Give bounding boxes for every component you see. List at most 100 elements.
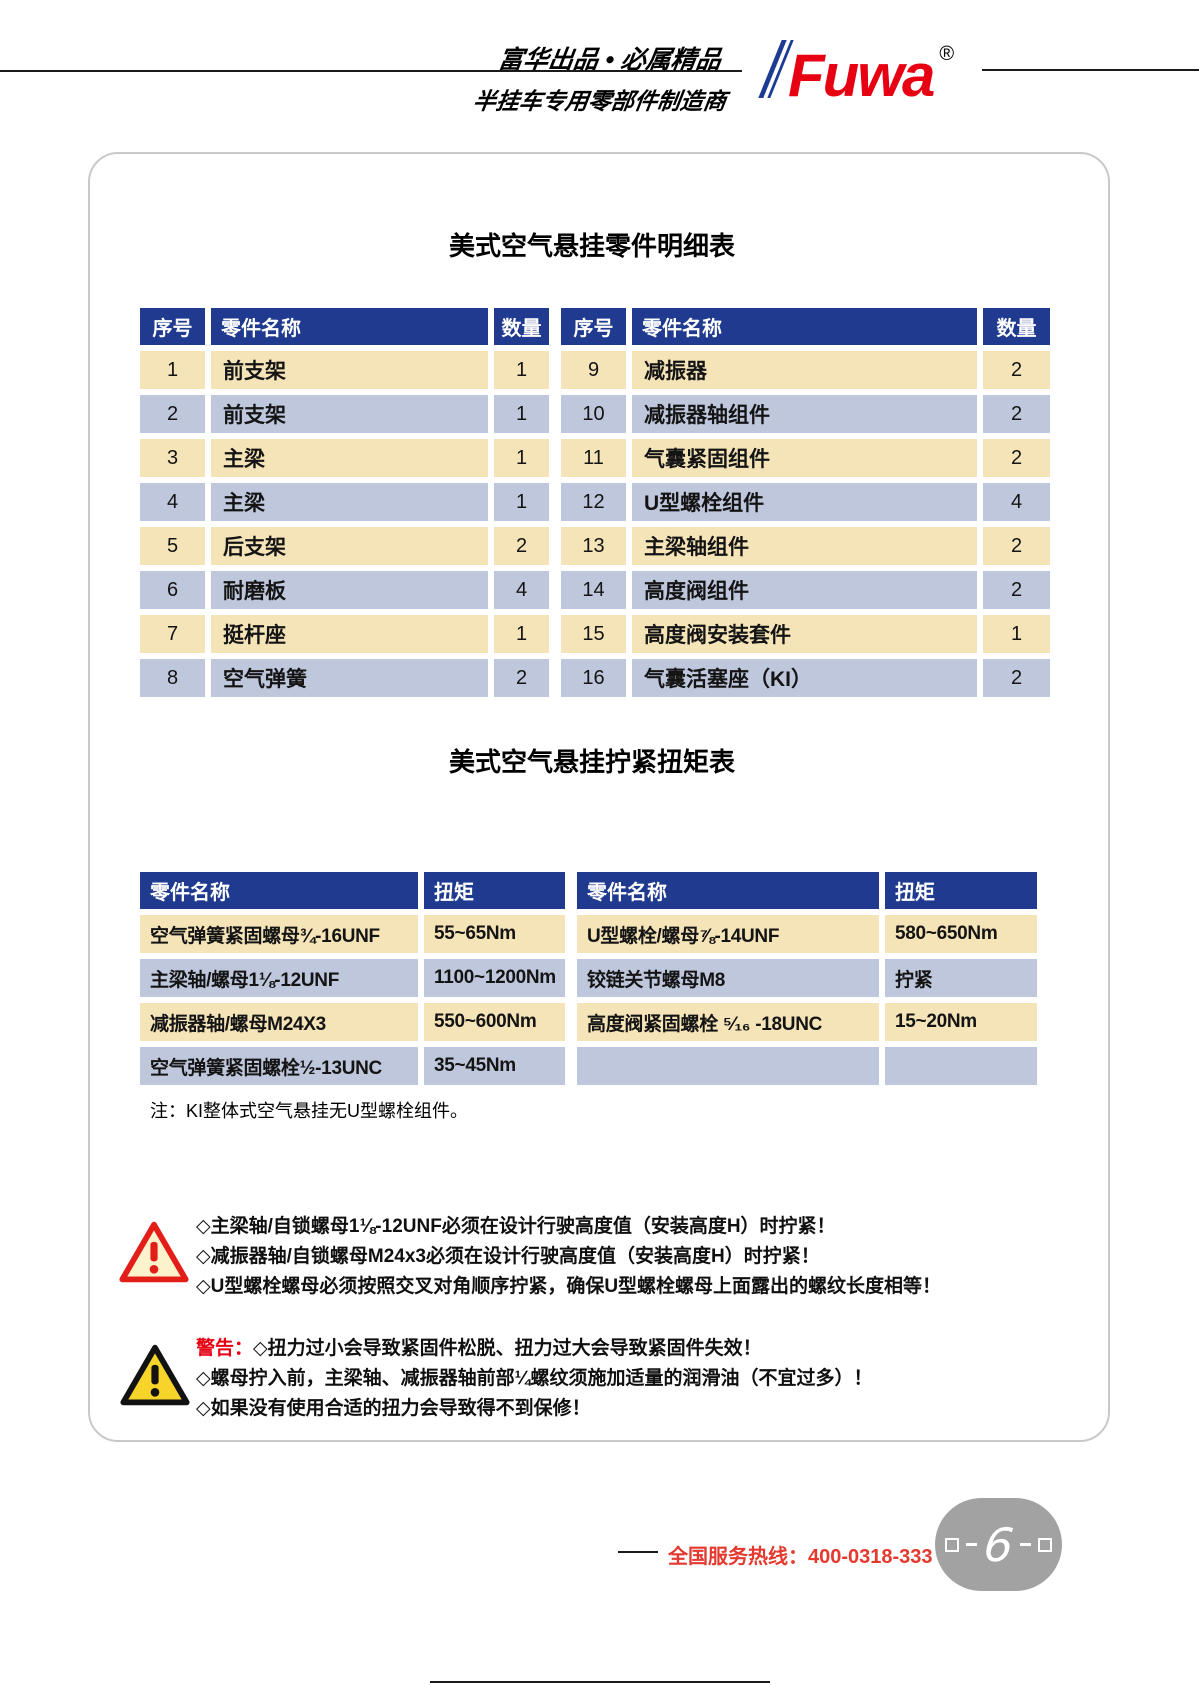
warning-label: 警告： <box>196 1338 254 1359</box>
registered-trademark-icon: ® <box>939 43 955 65</box>
logo-text: Fuwa <box>788 42 935 109</box>
column-header-part-name: 零件名称 <box>140 872 418 909</box>
cell-torque: 1100~1200Nm <box>424 959 565 997</box>
column-header-qty: 数量 <box>983 308 1050 345</box>
cell-part-name: 高度阀组件 <box>632 571 977 609</box>
cell-torque: 拧紧 <box>885 959 1037 997</box>
cell-no: 13 <box>561 527 626 565</box>
cell-no: 3 <box>140 439 205 477</box>
page-number-badge: 6 <box>935 1498 1062 1591</box>
cell-no: 4 <box>140 483 205 521</box>
column-header-part-name: 零件名称 <box>632 308 977 345</box>
cell-part-name: 空气弹簧紧固螺栓½-13UNC <box>140 1047 418 1085</box>
warning-triangle-icon <box>119 1336 191 1419</box>
caution-line: ◇主梁轴/自锁螺母1⅛-12UNF必须在设计行驶高度值（安装高度H）时拧紧！ <box>196 1216 836 1237</box>
cell-torque <box>885 1047 1037 1085</box>
cell-no: 9 <box>561 351 626 389</box>
cell-part-name: 前支架 <box>211 351 488 389</box>
badge-dash-icon <box>965 1543 977 1546</box>
warning-line: ◇如果没有使用合适的扭力会导致得不到保修！ <box>196 1398 591 1419</box>
column-header-no: 序号 <box>140 308 205 345</box>
cell-part-name: 耐磨板 <box>211 571 488 609</box>
cell-torque: 15~20Nm <box>885 1003 1037 1041</box>
parts-table-title: 美式空气悬挂零件明细表 <box>448 231 736 261</box>
cell-part-name: 挺杆座 <box>211 615 488 653</box>
badge-square-icon <box>944 1537 959 1552</box>
column-header-no: 序号 <box>561 308 626 345</box>
cell-qty: 2 <box>494 659 549 697</box>
caution-line: ◇减振器轴/自锁螺母M24x3必须在设计行驶高度值（安装高度H）时拧紧！ <box>196 1246 820 1267</box>
cell-part-name: 空气弹簧 <box>211 659 488 697</box>
parts-table-right: 序号 零件名称 数量 9 减振器 2 10 减振器轴组件 2 11 气囊紧固组件 2 12 U型螺栓组件 4… <box>561 308 1050 697</box>
header-rule-left <box>0 70 742 72</box>
cell-qty: 4 <box>494 571 549 609</box>
cell-no: 5 <box>140 527 205 565</box>
cell-qty: 2 <box>494 527 549 565</box>
cell-part-name: 主梁 <box>211 439 488 477</box>
caution-triangle-icon <box>118 1213 190 1296</box>
column-header-part-name: 零件名称 <box>577 872 879 909</box>
cell-part-name: 气囊紧固组件 <box>632 439 977 477</box>
cell-no: 15 <box>561 615 626 653</box>
cell-torque: 35~45Nm <box>424 1047 565 1085</box>
cell-no: 10 <box>561 395 626 433</box>
cell-no: 7 <box>140 615 205 653</box>
cell-qty: 4 <box>983 483 1050 521</box>
cell-no: 6 <box>140 571 205 609</box>
column-header-qty: 数量 <box>494 308 549 345</box>
warning-text: 警告：◇扭力过小会导致紧固件松脱、扭力过大会导致紧固件失效！ ◇螺母拧入前，主梁轴… <box>196 1334 872 1424</box>
parts-table: 序号 零件名称 数量 1 前支架 1 2 前支架 1 3 主梁 1 4 主梁 1 5 后支架 2 6 耐磨板 4 7 挺杆座… <box>140 308 1050 697</box>
torque-table-title: 美式空气悬挂拧紧扭矩表 <box>448 747 736 777</box>
column-header-torque: 扭矩 <box>424 872 565 909</box>
cell-part-name: 减振器轴/螺母M24X3 <box>140 1003 418 1041</box>
torque-table-right: 零件名称 扭矩 U型螺栓/螺母⅞-14UNF 580~650Nm 铰链关节螺母M8 拧紧高… <box>577 872 1037 1085</box>
cell-part-name: U型螺栓组件 <box>632 483 977 521</box>
cell-part-name: 减振器 <box>632 351 977 389</box>
cell-qty: 2 <box>983 395 1050 433</box>
cell-qty: 1 <box>494 439 549 477</box>
cell-part-name: 主梁 <box>211 483 488 521</box>
cell-part-name: 高度阀紧固螺栓 ⁵⁄₁₆ -18UNC <box>577 1003 879 1041</box>
slogan-bottom: 半挂车专用零部件制造商 <box>471 88 729 114</box>
column-header-torque: 扭矩 <box>885 872 1037 909</box>
torque-table-left: 零件名称 扭矩 空气弹簧紧固螺母¾-16UNF 55~65Nm 主梁轴/螺母1⅛-12U… <box>140 872 565 1085</box>
cell-qty: 2 <box>983 659 1050 697</box>
cell-torque: 550~600Nm <box>424 1003 565 1041</box>
cell-part-name: 前支架 <box>211 395 488 433</box>
header-rule-right <box>982 69 1199 71</box>
cell-no: 11 <box>561 439 626 477</box>
column-header-part-name: 零件名称 <box>211 308 488 345</box>
cell-qty: 1 <box>494 395 549 433</box>
badge-square-icon <box>1038 1537 1053 1552</box>
page-number: 6 <box>981 1517 1016 1572</box>
cell-no: 1 <box>140 351 205 389</box>
warning-line: 警告：◇扭力过小会导致紧固件松脱、扭力过大会导致紧固件失效！ <box>196 1338 762 1359</box>
service-hotline: 全国服务热线：400-0318-333 <box>668 1546 933 1568</box>
cell-part-name <box>577 1047 879 1085</box>
page-bottom-mark <box>430 1681 770 1683</box>
cell-part-name: 高度阀安装套件 <box>632 615 977 653</box>
parts-table-left: 序号 零件名称 数量 1 前支架 1 2 前支架 1 3 主梁 1 4 主梁 1 5 后支架 2 6 耐磨板 4 7 挺杆座… <box>140 308 549 697</box>
cell-qty: 1 <box>983 615 1050 653</box>
cell-torque: 55~65Nm <box>424 915 565 953</box>
cell-part-name: 主梁轴组件 <box>632 527 977 565</box>
footnote: 注：KI整体式空气悬挂无U型螺栓组件。 <box>150 1101 469 1121</box>
cell-part-name: 后支架 <box>211 527 488 565</box>
cell-no: 8 <box>140 659 205 697</box>
cell-torque: 580~650Nm <box>885 915 1037 953</box>
cell-no: 14 <box>561 571 626 609</box>
cell-no: 12 <box>561 483 626 521</box>
caution-line: ◇U型螺栓螺母必须按照交叉对角顺序拧紧，确保U型螺栓螺母上面露出的螺纹长度相等！ <box>196 1276 942 1297</box>
footer-rule <box>618 1551 658 1553</box>
warning-line: ◇螺母拧入前，主梁轴、减振器轴前部¼螺纹须施加适量的润滑油（不宜过多）！ <box>196 1368 873 1389</box>
cell-part-name: U型螺栓/螺母⅞-14UNF <box>577 915 879 953</box>
cell-part-name: 空气弹簧紧固螺母¾-16UNF <box>140 915 418 953</box>
cell-qty: 2 <box>983 571 1050 609</box>
caution-text: ◇主梁轴/自锁螺母1⅛-12UNF必须在设计行驶高度值（安装高度H）时拧紧！ ◇减… <box>196 1212 941 1302</box>
fuwa-logo: Fuwa ® <box>758 28 955 109</box>
cell-part-name: 气囊活塞座（KI） <box>632 659 977 697</box>
cell-qty: 2 <box>983 351 1050 389</box>
cell-part-name: 减振器轴组件 <box>632 395 977 433</box>
cell-no: 16 <box>561 659 626 697</box>
cell-no: 2 <box>140 395 205 433</box>
